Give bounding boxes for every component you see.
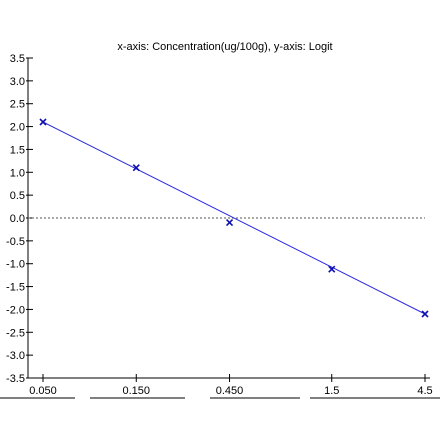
data-point [328, 265, 336, 273]
y-tick-label: -0.5 [6, 236, 25, 248]
x-tick-label: 0.150 [122, 385, 150, 397]
x-tick-label: 1.5 [324, 385, 339, 397]
y-tick-label: 0.0 [10, 213, 25, 225]
data-point [132, 164, 140, 172]
x-tick-label: 0.450 [216, 385, 244, 397]
data-point [421, 310, 429, 318]
y-tick-label: -2.0 [6, 304, 25, 316]
x-tick-label: 4.5 [417, 385, 432, 397]
y-tick-label: -1.0 [6, 259, 25, 271]
x-axis: 0.050 0.150 0.450 1.5 4.5 [0, 374, 440, 399]
y-tick-label: 3.0 [10, 76, 25, 88]
y-tick-label: 2.0 [10, 122, 25, 134]
x-tick-label: 0.050 [29, 385, 57, 397]
y-tick-label: 1.0 [10, 167, 25, 179]
y-tick-label: 0.5 [10, 190, 25, 202]
data-point [225, 219, 234, 227]
y-tick-label: -1.5 [6, 282, 25, 294]
y-tick-label: 3.5 [10, 53, 25, 65]
fit-line [42, 121, 426, 315]
y-tick-label: -2.5 [6, 327, 25, 339]
regression-line [42, 121, 426, 315]
y-tick-label: -3.0 [6, 350, 25, 362]
data-points [39, 118, 429, 318]
data-point [39, 118, 47, 126]
chart-title: x-axis: Concentration(ug/100g), y-axis: … [117, 41, 332, 53]
y-tick-label: 2.5 [10, 99, 25, 111]
y-axis: 3.5 3.0 2.5 2.0 1.5 1.0 0.5 0.0 -0.5 -1.0 -1.5 -2.0… [6, 53, 33, 385]
y-tick-label: -3.5 [6, 373, 25, 385]
y-tick-label: 1.5 [10, 144, 25, 156]
